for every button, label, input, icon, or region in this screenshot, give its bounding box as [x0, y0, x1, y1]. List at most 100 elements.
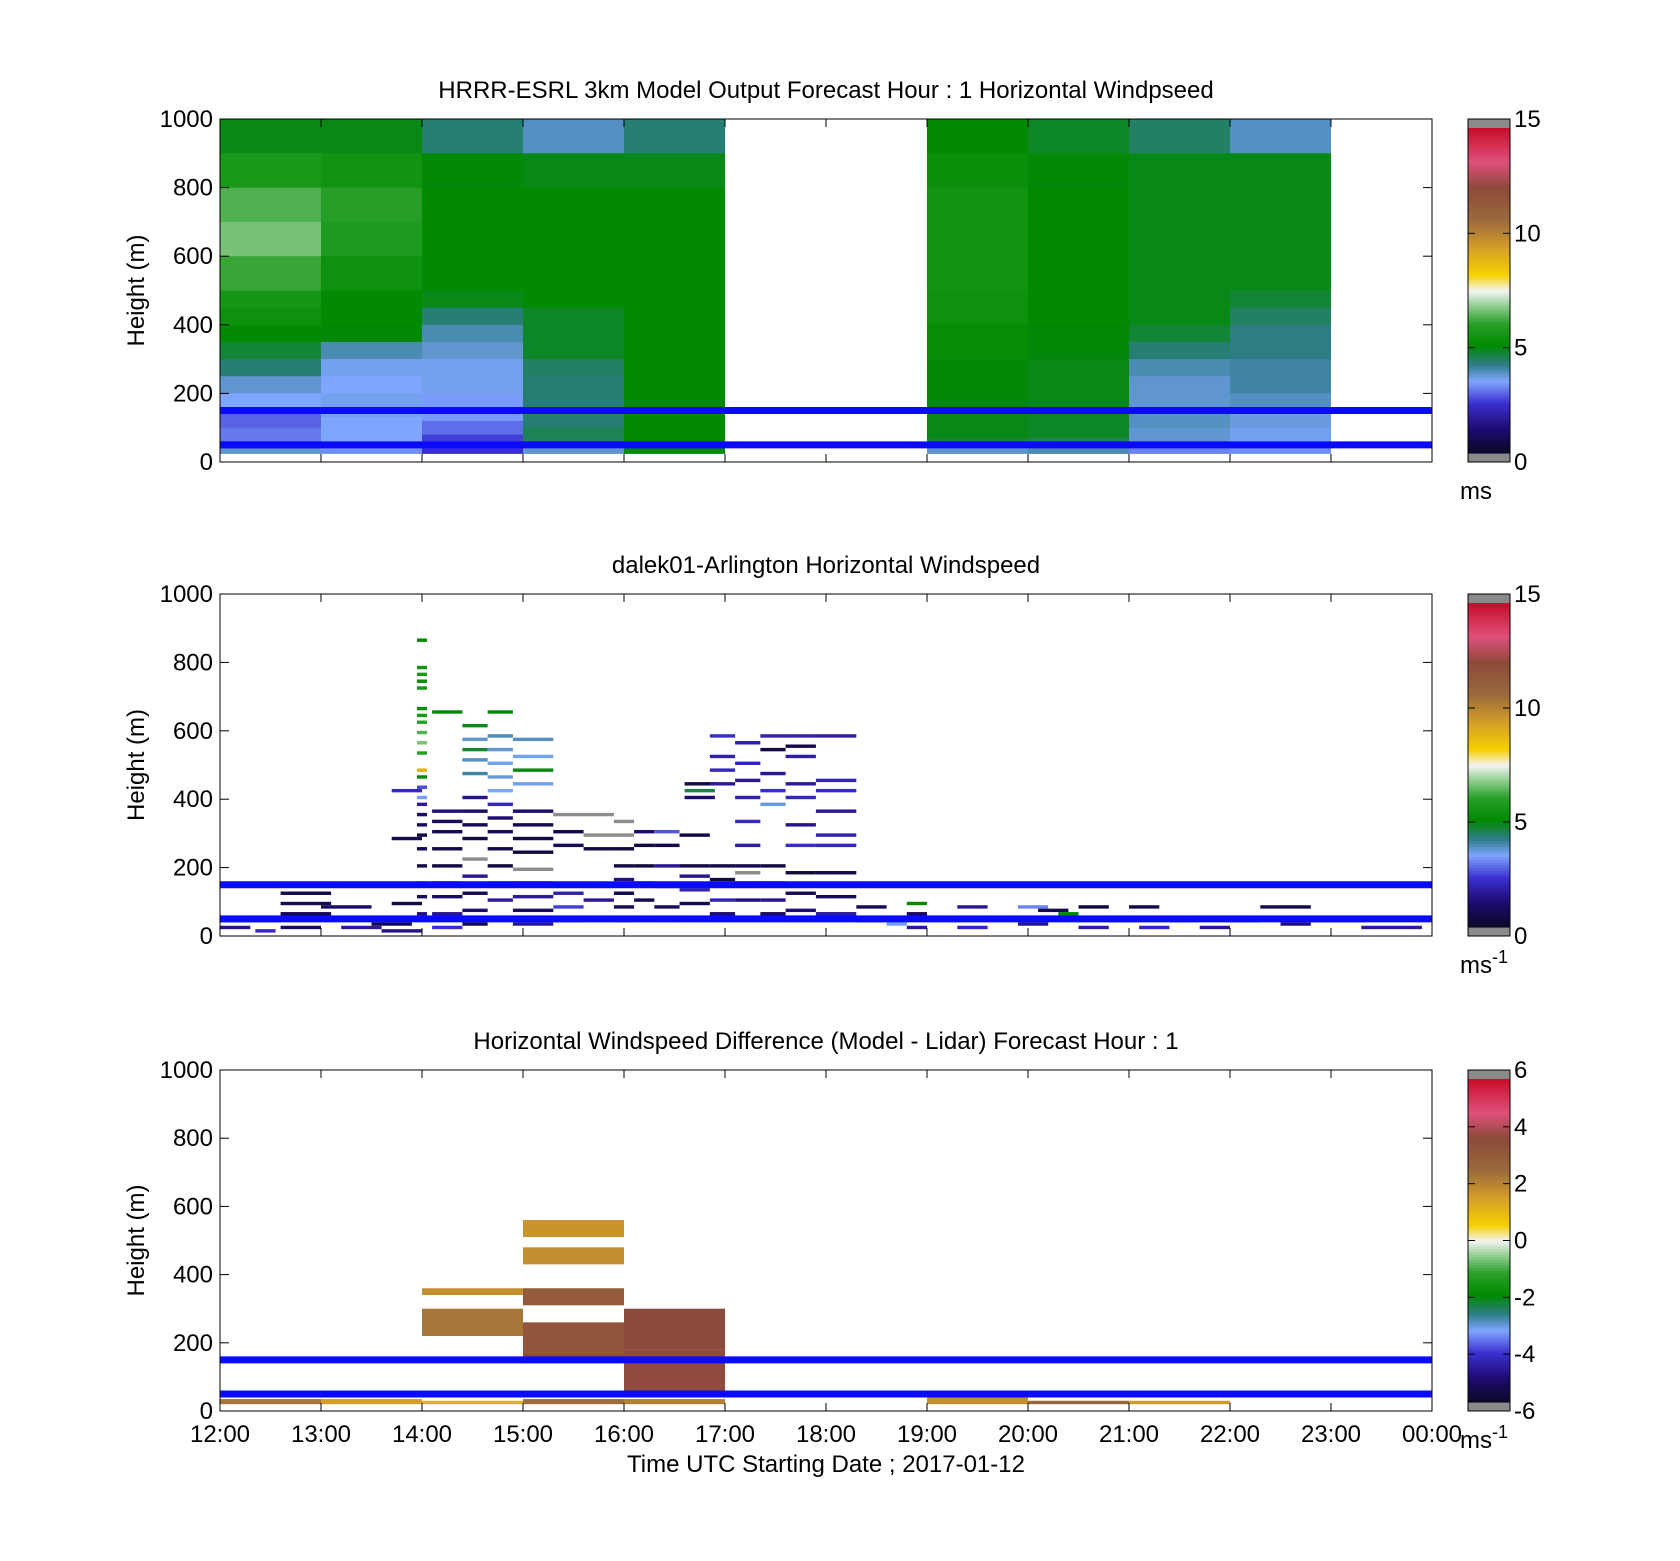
lidar-segment: [432, 829, 463, 834]
model-cell: [624, 444, 725, 454]
x-tick-label: 23:00: [1301, 1421, 1361, 1448]
y-tick-label: 400: [173, 786, 213, 813]
colorbar-swatch: [1468, 396, 1510, 400]
lidar-segment: [1280, 922, 1311, 926]
colorbar-swatch: [1468, 206, 1510, 210]
panel-1: 0 200 400 600 800 1000 HRRR-ESRL 3km Model Out…: [123, 77, 1541, 505]
lidar-segment: [709, 912, 736, 916]
y-tick-label: 800: [173, 649, 213, 676]
lidar-segment: [220, 925, 251, 930]
colorbar-swatch: [1468, 854, 1510, 858]
colorbar-swatch: [1468, 1081, 1510, 1085]
colorbar-swatch: [1468, 1127, 1510, 1131]
colorbar-swatch: [1468, 762, 1510, 766]
colorbar-swatch: [1468, 1097, 1510, 1102]
model-cell: [1129, 376, 1230, 412]
colorbar-swatch: [1468, 1124, 1510, 1129]
colorbar-swatch: [1468, 754, 1510, 758]
model-cell: [321, 119, 422, 154]
lidar-segment: [391, 836, 422, 841]
colorbar-swatch: [1468, 1192, 1510, 1196]
colorbar-swatch: [1468, 1159, 1510, 1164]
colorbar-swatch: [1468, 905, 1510, 909]
colorbar-swatch: [1468, 1396, 1510, 1400]
lidar-segment: [1078, 905, 1109, 909]
colorbar-swatch: [1468, 1202, 1510, 1207]
colorbar-swatch: [1468, 643, 1510, 647]
colorbar-unit: ms-1: [1460, 947, 1508, 979]
colorbar-swatch: [1468, 417, 1510, 422]
colorbar-swatch: [1468, 350, 1510, 354]
lidar-segment: [341, 925, 382, 930]
colorbar-swatch: [1468, 398, 1510, 403]
y-tick-label: 0: [200, 449, 213, 476]
colorbar-swatch: [1468, 1111, 1510, 1115]
lidar-segment: [735, 761, 761, 765]
lidar-segment: [416, 720, 428, 724]
colorbar-swatch: [1468, 856, 1510, 861]
model-cell: [1129, 324, 1230, 343]
y-tick-label: 200: [173, 1330, 213, 1357]
model-cell: [422, 119, 523, 154]
colorbar-swatch: [1468, 743, 1510, 747]
lidar-segment: [679, 901, 710, 906]
lidar-segment: [815, 778, 857, 783]
model-cell: [624, 153, 725, 189]
y-tick-label: 800: [173, 175, 213, 202]
colorbar-swatch: [1468, 179, 1510, 183]
lidar-segment: [416, 686, 428, 690]
lidar-segment: [815, 894, 857, 899]
colorbar-swatch: [1468, 1283, 1510, 1287]
lidar-segment: [553, 843, 584, 848]
colorbar-swatch: [1468, 635, 1510, 639]
colorbar-swatch: [1468, 1108, 1510, 1112]
colorbar-swatch: [1468, 651, 1510, 655]
colorbar-swatch: [1468, 341, 1510, 346]
colorbar-swatch: [1468, 1205, 1510, 1209]
model-cell: [1028, 324, 1129, 360]
colorbar-swatch: [1468, 1299, 1510, 1304]
colorbar-swatch: [1468, 274, 1510, 278]
colorbar-swatch: [1468, 146, 1510, 151]
colorbar-swatch: [1468, 171, 1510, 175]
colorbar-swatch: [1468, 325, 1510, 330]
colorbar-tick-label: 6: [1514, 1057, 1527, 1084]
colorbar-tick-label: 15: [1514, 106, 1541, 133]
model-cell: [422, 420, 523, 436]
lidar-segment: [487, 847, 513, 851]
colorbar-swatch: [1468, 613, 1510, 618]
colorbar-swatch: [1468, 409, 1510, 413]
model-cell: [523, 187, 624, 257]
colorbar-swatch: [1468, 266, 1510, 270]
colorbar-swatch: [1468, 697, 1510, 701]
lidar-segment: [709, 734, 736, 738]
model-cell: [1028, 153, 1129, 189]
colorbar-swatch: [1468, 630, 1510, 634]
colorbar-swatch: [1468, 1224, 1510, 1228]
colorbar-swatch: [1468, 810, 1510, 815]
lidar-segment: [815, 788, 857, 793]
colorbar-tick-label: 4: [1514, 1114, 1527, 1141]
lidar-segment: [512, 894, 554, 899]
model-cell: [321, 153, 422, 189]
lidar-segment: [709, 864, 736, 868]
colorbar-swatch: [1468, 1132, 1510, 1137]
colorbar-swatch: [1468, 619, 1510, 623]
colorbar-swatch: [1468, 824, 1510, 828]
colorbar-swatch: [1468, 1130, 1510, 1134]
colorbar-swatch: [1468, 355, 1510, 359]
colorbar-swatch: [1468, 271, 1510, 275]
colorbar-swatch: [1468, 711, 1510, 715]
colorbar-swatch: [1468, 1154, 1510, 1158]
colorbar-swatch: [1468, 689, 1510, 693]
colorbar-swatch: [1468, 233, 1510, 237]
colorbar-swatch: [1468, 673, 1510, 677]
lidar-segment: [512, 836, 554, 841]
colorbar-swatch: [1468, 759, 1510, 763]
colorbar-swatch: [1468, 891, 1510, 896]
colorbar-swatch: [1468, 412, 1510, 416]
model-cell: [1129, 410, 1230, 429]
colorbar-swatch: [1468, 732, 1510, 736]
model-cell: [321, 359, 422, 377]
lidar-segment: [684, 788, 715, 793]
